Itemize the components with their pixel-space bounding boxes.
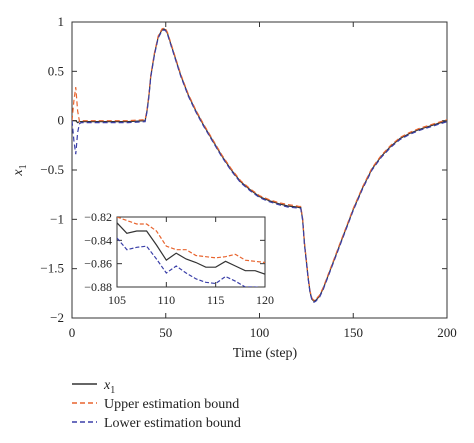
main-x-tick-label: 50 <box>159 325 172 340</box>
main-y-tick-label: 0 <box>58 113 65 128</box>
inset-series-line-1 <box>117 217 265 264</box>
inset-series-line-0 <box>117 222 265 275</box>
inset-y-tick-label: −0.84 <box>84 233 112 247</box>
x-axis-label: Time (step) <box>233 346 298 361</box>
main-x-tick-label: 200 <box>437 325 457 340</box>
inset-y-tick-label: −0.86 <box>84 257 112 271</box>
inset-y-tick-label: −0.82 <box>84 210 112 224</box>
main-x-tick-label: 0 <box>69 325 76 340</box>
legend-label-1: Upper estimation bound <box>104 397 239 412</box>
main-y-tick-label: 0.5 <box>48 63 64 78</box>
main-y-tick-label: −1 <box>50 211 64 226</box>
inset-x-tick-label: 120 <box>256 293 274 307</box>
main-y-tick-label: −0.5 <box>40 162 64 177</box>
main-series-line-2 <box>72 29 447 303</box>
inset-x-tick-label: 115 <box>207 293 225 307</box>
legend-label-0: x1 <box>103 378 115 396</box>
svg-text:x1: x1 <box>11 164 29 176</box>
main-x-tick-label: 150 <box>344 325 364 340</box>
inset-x-tick-label: 105 <box>108 293 126 307</box>
main-x-tick-label: 100 <box>250 325 270 340</box>
y-axis-label-subscript: 1 <box>18 164 29 169</box>
inset-y-tick-label: −0.88 <box>84 280 112 294</box>
main-y-tick-label: −1.5 <box>40 261 64 276</box>
main-y-tick-label: 1 <box>58 14 65 29</box>
main-y-tick-label: −2 <box>50 310 64 325</box>
y-axis-label-symbol: x <box>11 169 26 177</box>
main-series-group <box>72 27 447 303</box>
inset-x-tick-label: 110 <box>158 293 176 307</box>
inset-plot: 105 110 115 120 −0.82 −0.84 −0.86 −0.88 <box>84 210 274 307</box>
inset-series-line-2 <box>117 237 261 287</box>
legend-label-2: Lower estimation bound <box>104 416 241 431</box>
inset-series-group <box>117 217 265 287</box>
y-axis-label: x1 <box>11 164 29 176</box>
